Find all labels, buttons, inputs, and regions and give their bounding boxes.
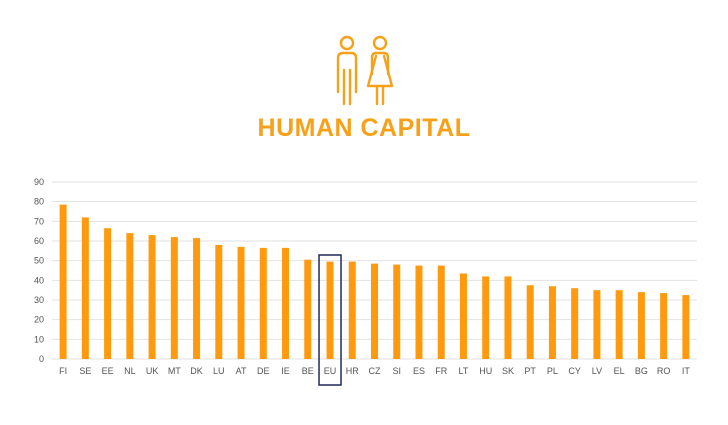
bar-fi [59, 204, 67, 359]
x-tick-label: DK [190, 366, 203, 376]
bar-it [682, 295, 690, 359]
x-tick-label: EL [614, 366, 625, 376]
y-tick-label: 80 [34, 197, 44, 207]
eu-highlight-box [318, 254, 342, 386]
x-tick-label: ES [413, 366, 425, 376]
x-tick-label: LV [592, 366, 602, 376]
x-tick-label: IE [281, 366, 290, 376]
bar-de [259, 247, 267, 359]
bar-es [415, 265, 423, 359]
bar-dk [193, 238, 201, 359]
x-tick-label: PT [524, 366, 536, 376]
y-tick-label: 60 [34, 236, 44, 246]
y-tick-label: 20 [34, 315, 44, 325]
x-tick-label: MT [168, 366, 181, 376]
x-tick-label: CZ [369, 366, 381, 376]
bar-ro [660, 293, 668, 359]
bar-fr [437, 265, 445, 359]
bar-nl [126, 233, 134, 359]
x-tick-label: IT [682, 366, 691, 376]
x-tick-label: SE [79, 366, 91, 376]
x-tick-label: HR [346, 366, 359, 376]
bar-pt [526, 285, 534, 359]
x-tick-label: CY [568, 366, 581, 376]
x-tick-label: LU [213, 366, 225, 376]
bar-ie [282, 247, 290, 359]
x-tick-label: HU [479, 366, 492, 376]
x-tick-label: LT [459, 366, 469, 376]
x-tick-label: SK [502, 366, 514, 376]
bar-cz [371, 263, 378, 359]
x-tick-label: AT [236, 366, 247, 376]
x-tick-label: EE [102, 366, 114, 376]
x-tick-label: BG [635, 366, 648, 376]
y-tick-label: 30 [34, 295, 44, 305]
x-tick-label: RO [657, 366, 671, 376]
x-tick-label: DE [257, 366, 270, 376]
bar-lt [459, 273, 467, 359]
y-tick-label: 90 [34, 177, 44, 187]
people-icon [336, 35, 394, 106]
bar-lu [215, 244, 223, 359]
bar-bg [637, 292, 645, 359]
bar-el [615, 290, 623, 359]
bar-si [393, 264, 401, 359]
x-tick-label: PL [547, 366, 558, 376]
bar-se [81, 217, 89, 359]
x-axis: FI SE EE NL UK MT DK LU AT DE IE BE EU HR CZ SI ES FR LT HU… [59, 366, 690, 376]
bar-eu [326, 261, 334, 359]
bar-pl [548, 286, 556, 359]
x-tick-label: FI [59, 366, 67, 376]
x-tick-label: SI [392, 366, 401, 376]
y-tick-label: 10 [34, 334, 44, 344]
bar-be [304, 259, 312, 359]
x-tick-label: BE [302, 366, 314, 376]
bar-ee [104, 228, 112, 359]
y-tick-label: 70 [34, 216, 44, 226]
bar-at [237, 246, 245, 359]
x-tick-label: EU [324, 366, 337, 376]
bar-uk [148, 235, 156, 359]
y-tick-label: 40 [34, 275, 44, 285]
x-tick-label: NL [124, 366, 136, 376]
bar-hu [482, 276, 490, 359]
x-tick-label: UK [146, 366, 159, 376]
bar-hr [348, 261, 356, 359]
bar-mt [170, 237, 178, 359]
chart-title: HUMAN CAPITAL [257, 114, 471, 142]
y-axis: 0 10 20 30 40 50 60 70 80 90 [34, 177, 44, 364]
y-tick-label: 0 [39, 354, 44, 364]
bar-cy [571, 288, 579, 359]
x-tick-label: FR [435, 366, 447, 376]
y-tick-label: 50 [34, 256, 44, 266]
bars [59, 204, 690, 386]
bar-sk [504, 276, 512, 359]
bar-lv [593, 290, 601, 359]
